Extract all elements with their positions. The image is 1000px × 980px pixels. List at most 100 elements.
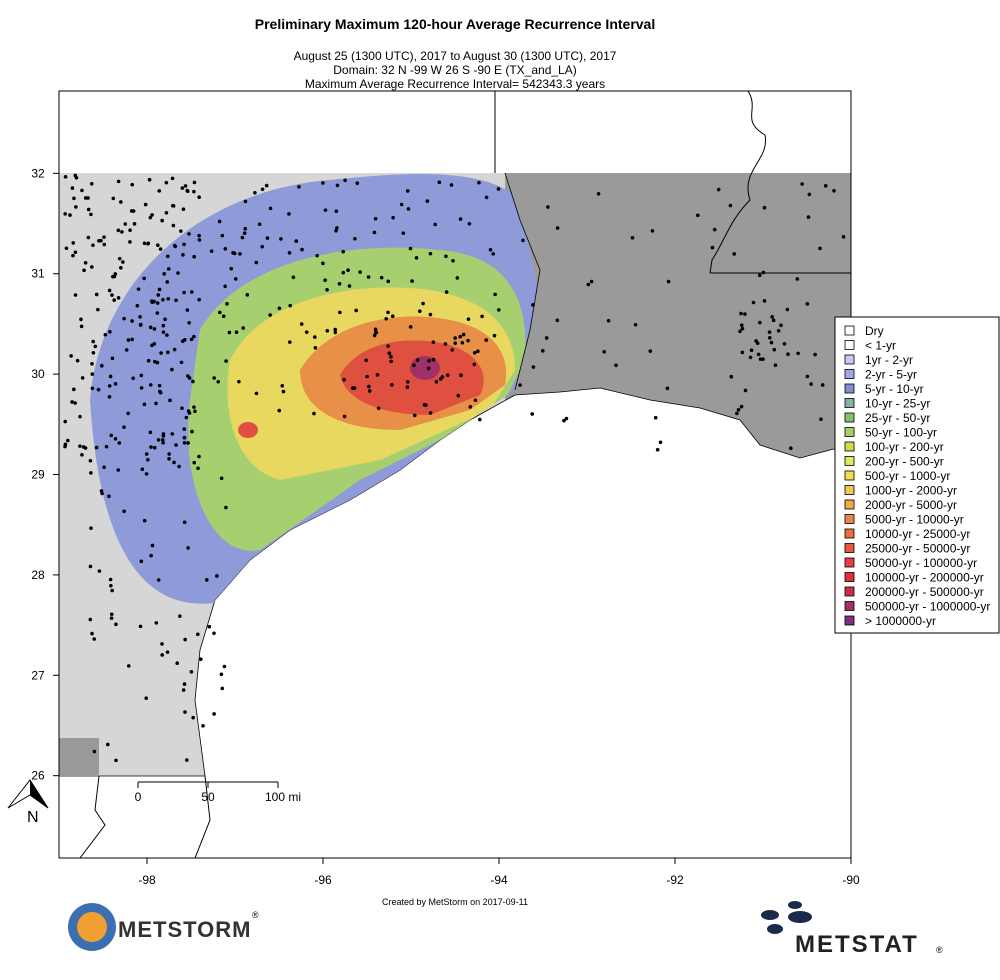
legend-swatch [844, 427, 855, 437]
station-dot [222, 664, 227, 669]
station-dot [531, 303, 535, 307]
station-dot [665, 386, 670, 391]
station-dot [346, 268, 350, 273]
station-dot [428, 312, 433, 317]
station-dot [147, 177, 152, 182]
subtitle: August 25 (1300 UTC), 2017 to August 30 … [294, 49, 617, 63]
station-dot [405, 385, 410, 389]
station-dot [74, 205, 78, 209]
station-dot [223, 284, 227, 289]
station-dot [170, 176, 175, 181]
station-dot [268, 313, 272, 317]
station-dot [166, 267, 171, 271]
station-dot [97, 569, 102, 573]
station-dot [80, 376, 85, 380]
station-dot [182, 427, 187, 431]
station-dot [217, 219, 222, 224]
station-dot [347, 284, 352, 288]
station-dot [716, 187, 721, 192]
station-dot [155, 301, 160, 305]
station-dot [315, 253, 319, 258]
legend-label: 200000-yr - 500000-yr [865, 585, 984, 599]
station-dot [73, 293, 78, 297]
station-dot [291, 275, 296, 280]
station-dot [443, 342, 448, 346]
station-dot [770, 315, 774, 319]
station-dot [389, 354, 393, 359]
station-dot [358, 270, 362, 274]
station-dot [150, 213, 154, 217]
station-dot [341, 249, 345, 254]
legend-label: 50-yr - 100-yr [865, 426, 937, 440]
station-dot [410, 279, 414, 283]
station-dot [343, 178, 347, 183]
legend-swatch [844, 383, 855, 394]
logo-icon [767, 924, 783, 934]
station-dot [150, 543, 155, 548]
station-dot [335, 183, 340, 188]
station-dot [455, 276, 460, 280]
station-dot [710, 245, 715, 250]
station-dot [197, 195, 201, 199]
legend-label: 100000-yr - 200000-yr [865, 571, 984, 585]
station-dot [785, 307, 790, 312]
station-dot [88, 564, 93, 569]
y-tick-label: 32 [31, 166, 45, 180]
station-dot [73, 250, 78, 255]
station-dot [155, 311, 160, 315]
y-tick-label: 26 [31, 769, 45, 783]
station-dot [253, 190, 257, 195]
station-dot [171, 223, 176, 228]
station-dot [68, 213, 72, 217]
station-dot [387, 351, 392, 356]
station-dot [233, 277, 238, 281]
station-dot [92, 749, 97, 754]
station-dot [172, 460, 176, 465]
station-dot [63, 212, 67, 216]
logo-icon [788, 901, 802, 909]
station-dot [108, 374, 113, 379]
station-dot [758, 320, 762, 325]
station-dot [149, 445, 153, 449]
station-dot [772, 347, 777, 352]
station-dot [480, 314, 484, 319]
legend-label: 1000-yr - 2000-yr [865, 484, 957, 498]
station-dot [157, 287, 162, 292]
station-dot [90, 386, 95, 391]
station-dot [106, 742, 110, 747]
station-dot [254, 391, 259, 396]
station-dot [564, 416, 569, 421]
station-dot [96, 307, 100, 312]
station-dot [451, 258, 455, 263]
station-dot [224, 359, 228, 363]
station-dot [265, 236, 270, 240]
legend-swatch [844, 601, 855, 611]
station-dot [79, 324, 84, 329]
station-dot [197, 454, 201, 459]
station-dot [212, 631, 216, 636]
station-dot [300, 247, 304, 252]
arrow [7, 779, 49, 809]
station-dot [144, 452, 149, 456]
station-dot [192, 405, 196, 409]
station-dot [162, 272, 167, 276]
station-dot [484, 338, 489, 342]
station-dot [426, 366, 431, 371]
y-tick-label: 30 [31, 367, 45, 381]
station-dot [386, 310, 390, 315]
station-dot [431, 340, 436, 344]
station-dot [277, 306, 282, 311]
station-dot [92, 637, 97, 641]
station-dot [108, 330, 112, 334]
station-dot [477, 180, 481, 185]
station-dot [132, 222, 137, 226]
station-dot [415, 358, 420, 362]
station-dot [160, 653, 164, 657]
station-dot [312, 335, 317, 339]
station-dot [128, 240, 132, 244]
station-dot [126, 664, 131, 668]
station-dot [192, 460, 197, 465]
station-dot [116, 468, 121, 472]
station-dot [117, 441, 122, 445]
station-dot [79, 317, 83, 322]
